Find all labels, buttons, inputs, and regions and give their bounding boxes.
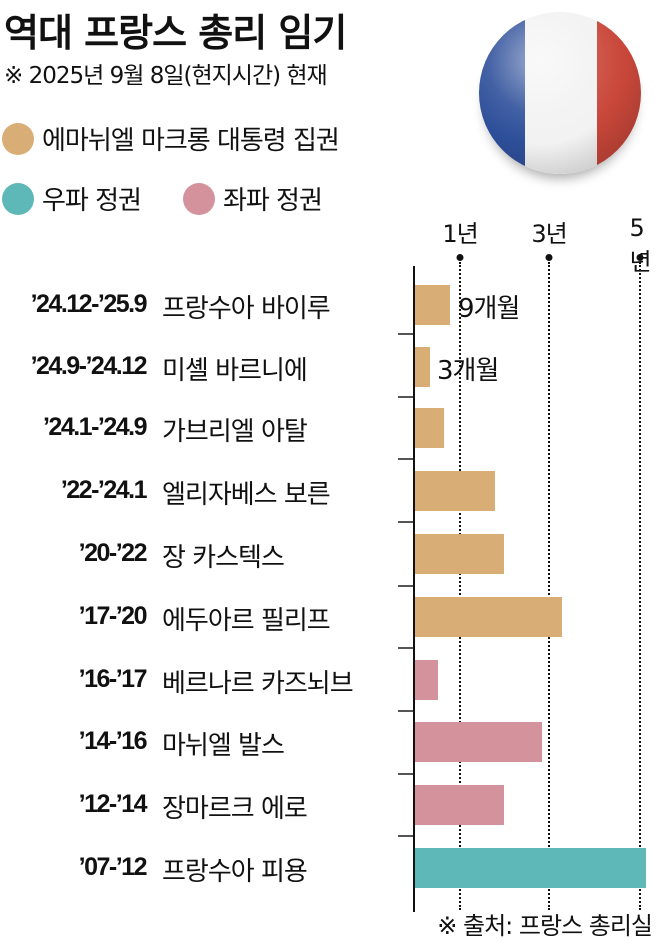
row-separator	[398, 396, 414, 398]
period-label: ’14-’16	[78, 727, 148, 755]
bar	[415, 347, 430, 387]
tick-dot-icon	[636, 254, 644, 261]
x-tick-1-year: 1년	[442, 220, 478, 248]
period-label: ’24.1-’24.9	[42, 413, 148, 441]
legend-row-1: 에마뉘엘 마크롱 대통령 집권	[2, 120, 375, 157]
gridline-5-year	[639, 262, 641, 910]
bar	[415, 285, 450, 325]
bar-row-philippe: ’17-’20 에두아르 필리프	[0, 592, 656, 654]
bar-row-cazeneuve: ’16-’17 베르나르 카즈뇌브	[0, 655, 656, 717]
legend-item-left: 좌파 정권	[182, 180, 323, 217]
bar	[415, 785, 504, 825]
pm-name: 장마르크 에로	[162, 794, 308, 824]
tick-dot-icon	[456, 254, 464, 261]
legend-dot-right-icon	[2, 182, 34, 215]
pm-name: 엘리자베스 보른	[162, 480, 331, 510]
legend-item-macron: 에마뉘엘 마크롱 대통령 집권	[2, 120, 340, 157]
french-flag-sphere-icon	[479, 12, 641, 174]
pm-name: 프랑수아 피용	[162, 857, 308, 887]
row-separator	[398, 333, 414, 335]
bar-row-borne: ’22-’24.1 엘리자베스 보른	[0, 466, 656, 528]
bar-row-castex: ’20-’22 장 카스텍스	[0, 529, 656, 591]
legend-label-macron: 에마뉘엘 마크롱 대통령 집권	[42, 126, 340, 156]
period-label: ’24.9-’24.12	[30, 352, 148, 380]
gridline-1-year	[459, 262, 461, 910]
bar-value-label: 9개월	[458, 294, 520, 324]
bar	[415, 722, 542, 762]
bar	[415, 597, 562, 637]
pm-name: 에두아르 필리프	[162, 606, 331, 636]
bar	[415, 408, 444, 448]
legend-dot-left-icon	[182, 182, 215, 215]
gridline-3-year	[548, 262, 550, 910]
bar-row-valls: ’14-’16 마뉘엘 발스	[0, 717, 656, 779]
chart-subtitle: ※ 2025년 9월 8일(현지시간) 현재	[4, 63, 328, 89]
pm-name: 미셸 바르니에	[162, 356, 308, 386]
row-separator	[398, 835, 414, 837]
bar-row-fillon: ’07-’12 프랑수아 피용	[0, 843, 656, 905]
row-separator	[398, 458, 414, 460]
bar-value-label: 3개월	[437, 356, 499, 386]
y-axis-line	[413, 266, 415, 912]
legend-row-2: 우파 정권 좌파 정권	[2, 180, 358, 217]
pm-name: 베르나르 카즈뇌브	[162, 669, 354, 699]
row-separator	[398, 710, 414, 712]
bar-row-attal: ’24.1-’24.9 가브리엘 아탈	[0, 403, 656, 465]
period-label: ’22-’24.1	[60, 476, 148, 504]
row-separator	[398, 585, 414, 587]
bar	[415, 660, 438, 700]
legend-label-left: 좌파 정권	[222, 186, 323, 216]
period-label: ’12-’14	[78, 790, 148, 818]
bar	[415, 534, 504, 574]
tick-dot-icon	[545, 254, 553, 261]
period-label: ’16-’17	[78, 665, 148, 693]
period-label: ’07-’12	[78, 853, 148, 881]
period-label: ’17-’20	[78, 602, 148, 630]
pm-name: 장 카스텍스	[162, 543, 285, 573]
bar-row-barnier: ’24.9-’24.12 미셸 바르니에 3개월	[0, 342, 656, 404]
source-note: ※ 출처: 프랑스 총리실	[437, 912, 653, 940]
pm-name: 프랑수아 바이루	[162, 294, 331, 324]
legend-label-right: 우파 정권	[42, 186, 142, 216]
period-label: ’20-’22	[78, 539, 148, 567]
legend-dot-macron-icon	[2, 122, 34, 155]
bar-row-bayrou: ’24.12-’25.9 프랑수아 바이루 9개월	[0, 280, 656, 342]
bar	[415, 848, 646, 888]
row-separator	[398, 521, 414, 523]
bar	[415, 471, 495, 511]
x-tick-3-year: 3년	[531, 220, 567, 248]
legend-item-right: 우파 정권	[2, 180, 142, 217]
bar-row-ayrault: ’12-’14 장마르크 에로	[0, 780, 656, 842]
row-separator	[398, 647, 414, 649]
pm-name: 마뉘엘 발스	[162, 731, 285, 761]
chart-title: 역대 프랑스 총리 임기	[4, 11, 347, 55]
row-separator	[398, 773, 414, 775]
pm-name: 가브리엘 아탈	[162, 417, 308, 447]
period-label: ’24.12-’25.9	[30, 290, 148, 318]
